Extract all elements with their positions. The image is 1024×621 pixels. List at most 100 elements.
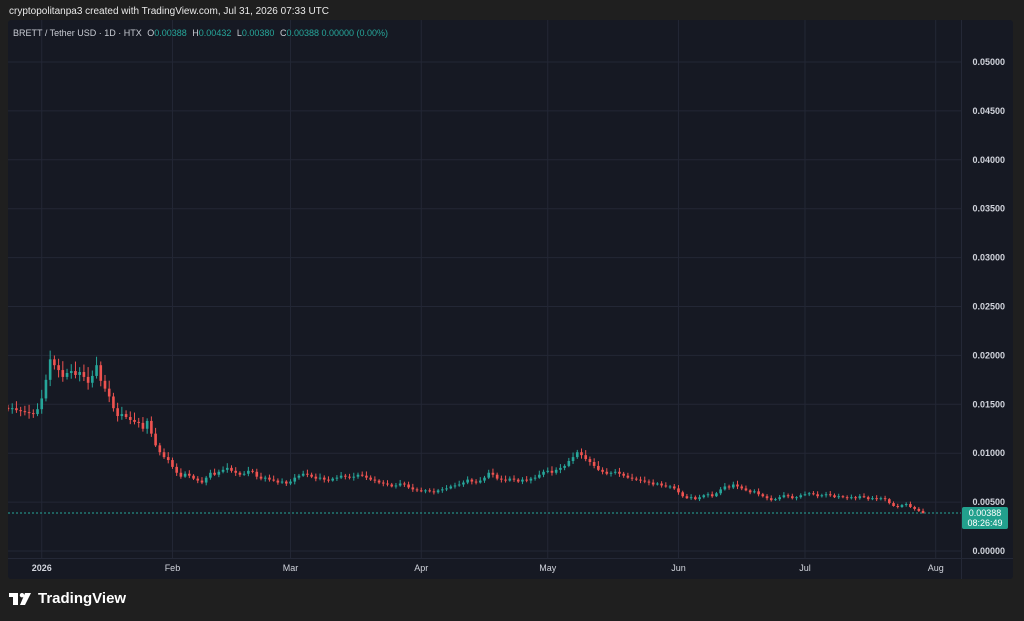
symbol-legend[interactable]: BRETT / Tether USD · 1D · HTX O0.00388 H… bbox=[13, 28, 388, 38]
tradingview-logo[interactable]: TradingView bbox=[9, 590, 126, 607]
candle bbox=[225, 463, 229, 473]
candle-body bbox=[365, 475, 368, 478]
chart-panel[interactable]: 0.05000 0.04500 0.04000 0.03500 0.03000 0.025… bbox=[8, 20, 1013, 579]
candle-body bbox=[626, 475, 630, 478]
candle bbox=[15, 401, 18, 413]
candle bbox=[896, 503, 900, 509]
candle bbox=[731, 481, 735, 489]
candle-body bbox=[723, 486, 727, 490]
candle bbox=[141, 417, 145, 432]
candle-body bbox=[27, 412, 31, 414]
candle bbox=[710, 491, 714, 498]
candle bbox=[651, 479, 655, 487]
candle-body bbox=[137, 421, 141, 423]
candle bbox=[251, 468, 254, 474]
candle bbox=[196, 476, 200, 484]
candle bbox=[613, 469, 617, 475]
candle-body bbox=[875, 498, 878, 500]
candle-body bbox=[550, 470, 554, 473]
y-tick-label: 0.00000 bbox=[972, 546, 1005, 556]
candle-body bbox=[462, 482, 465, 485]
candle bbox=[137, 417, 141, 428]
candle bbox=[19, 406, 22, 417]
candle-body bbox=[504, 479, 507, 481]
candle-body bbox=[242, 473, 246, 475]
candle bbox=[470, 478, 474, 485]
candle-body bbox=[470, 479, 474, 482]
candle-body bbox=[381, 482, 385, 484]
candle-body bbox=[453, 485, 457, 487]
candle bbox=[116, 402, 119, 422]
candle bbox=[702, 494, 706, 499]
candle-body bbox=[643, 480, 647, 482]
candle-body bbox=[761, 494, 765, 497]
high-value: 0.00432 bbox=[198, 28, 232, 38]
candle bbox=[150, 416, 153, 437]
candle bbox=[778, 494, 781, 501]
candle-body bbox=[731, 484, 735, 488]
candle bbox=[698, 494, 701, 502]
candle-body bbox=[221, 469, 225, 472]
bar-countdown: 08:26:49 bbox=[967, 518, 1003, 528]
candle bbox=[487, 469, 491, 480]
candle-body bbox=[833, 495, 836, 498]
candle bbox=[183, 471, 187, 478]
candle bbox=[344, 473, 347, 480]
candle-body bbox=[192, 475, 195, 479]
y-axis-ticks: 0.05000 0.04500 0.04000 0.03500 0.03000 0.025… bbox=[972, 57, 1005, 556]
candle bbox=[86, 367, 90, 390]
candle bbox=[377, 479, 381, 485]
x-tick-label: May bbox=[539, 563, 557, 573]
candle bbox=[736, 480, 739, 490]
candle-body bbox=[774, 499, 777, 501]
time-axis-separator bbox=[8, 558, 1013, 559]
candle-body bbox=[866, 497, 870, 500]
candle-body bbox=[179, 472, 183, 477]
candle bbox=[921, 508, 925, 514]
candle-body bbox=[525, 479, 528, 481]
candle bbox=[238, 471, 242, 477]
candle-body bbox=[812, 493, 815, 495]
candle bbox=[580, 448, 583, 459]
candle bbox=[188, 470, 191, 479]
candle bbox=[567, 457, 571, 468]
candle-body bbox=[888, 499, 891, 504]
candle-body bbox=[664, 485, 668, 487]
candle bbox=[563, 464, 566, 471]
candlestick-chart[interactable]: 0.05000 0.04500 0.04000 0.03500 0.03000 0.025… bbox=[8, 20, 1013, 579]
candle-body bbox=[630, 477, 634, 479]
low-label: L bbox=[236, 28, 242, 38]
candle bbox=[529, 476, 533, 484]
candle-body bbox=[858, 496, 862, 499]
candle bbox=[432, 488, 436, 495]
candle bbox=[23, 405, 27, 416]
candle bbox=[415, 487, 419, 493]
candle-body bbox=[457, 484, 461, 486]
candle bbox=[727, 484, 731, 490]
candle-body bbox=[554, 469, 558, 473]
candle bbox=[297, 473, 301, 480]
candle bbox=[681, 490, 684, 498]
candle-body bbox=[276, 480, 280, 483]
symbol-name[interactable]: BRETT / Tether USD · 1D · HTX bbox=[13, 28, 142, 38]
candle-body bbox=[407, 484, 410, 488]
x-tick-label: Jul bbox=[799, 563, 811, 573]
candle bbox=[900, 503, 904, 508]
candle-body bbox=[904, 504, 908, 506]
candle-body bbox=[559, 467, 562, 470]
price-axis-separator bbox=[961, 20, 962, 579]
candle bbox=[719, 487, 722, 496]
candle-body bbox=[403, 483, 406, 485]
candle-body bbox=[799, 495, 803, 498]
y-tick-label: 0.01500 bbox=[972, 399, 1005, 409]
candle bbox=[601, 467, 604, 475]
candle bbox=[373, 476, 377, 484]
candle bbox=[588, 456, 592, 466]
candle-body bbox=[854, 497, 857, 499]
candle-body bbox=[702, 495, 706, 498]
candle-body bbox=[521, 479, 524, 482]
candle-body bbox=[436, 490, 440, 493]
candle bbox=[436, 488, 440, 494]
candle-body bbox=[516, 479, 520, 482]
candle bbox=[162, 448, 166, 459]
